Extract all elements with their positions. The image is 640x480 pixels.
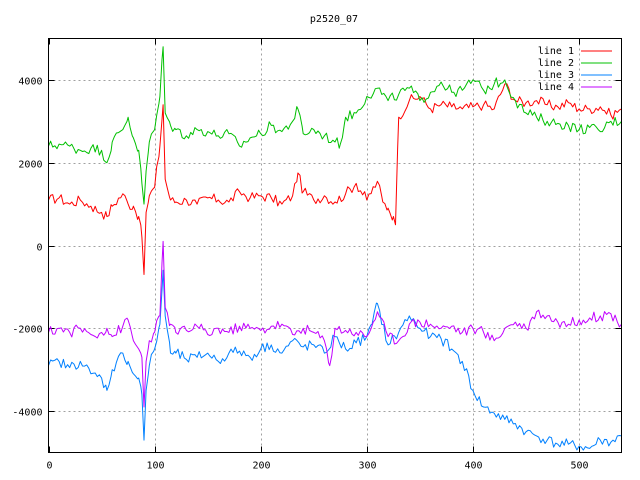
y-tick-label: 0 <box>36 243 42 254</box>
y-tick-label: -4000 <box>12 408 42 419</box>
chart-title: p2520_07 <box>310 14 358 25</box>
y-tick-label: 4000 <box>18 77 42 88</box>
plot-frame <box>48 38 622 453</box>
legend-label: line 4 <box>538 82 574 93</box>
series-line-4 <box>48 240 622 408</box>
x-tick-label: 200 <box>252 461 270 472</box>
series-lines <box>48 46 622 451</box>
series-line-3 <box>48 269 622 451</box>
legend-label: line 2 <box>538 58 574 69</box>
y-tick-label: -2000 <box>12 325 42 336</box>
x-tick-label: 300 <box>358 461 376 472</box>
x-tick-label: 400 <box>464 461 482 472</box>
series-line-2 <box>48 46 622 205</box>
axes: 0 100 200 300 400 500 -4000 -2000 0 2000 4000 <box>12 38 622 472</box>
series-line-1 <box>48 83 622 275</box>
x-tick-label: 0 <box>46 461 52 472</box>
legend-label: line 3 <box>538 70 574 81</box>
x-tick-label: 500 <box>570 461 588 472</box>
legend-label: line 1 <box>538 46 574 57</box>
x-tick-label: 100 <box>146 461 164 472</box>
y-tick-label: 2000 <box>18 160 42 171</box>
